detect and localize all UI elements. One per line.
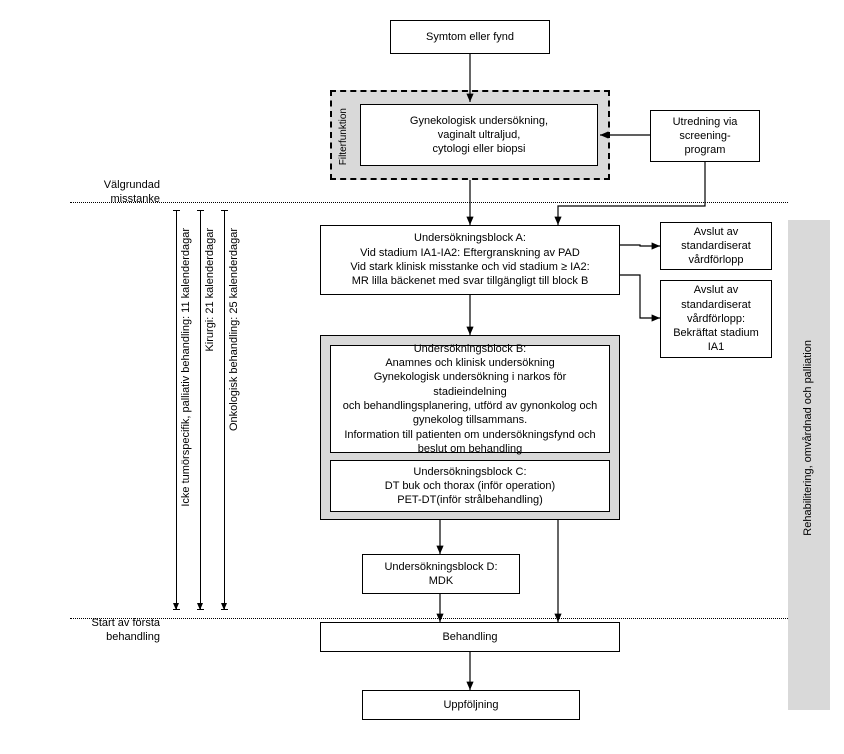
node-symptom-text: Symtom eller fynd	[426, 30, 514, 44]
filter-label-text: Filterfunktion	[338, 108, 349, 165]
timeline-bar-3	[224, 210, 225, 610]
filter-label: Filterfunktion	[338, 108, 349, 165]
node-block-c: Undersökningsblock C:DT buk och thorax (…	[330, 460, 610, 512]
node-avslut-1-text: Avslut avstandardiseratvårdförlopp	[681, 225, 751, 268]
label-start-forsta-text: Start av förstabehandling	[92, 617, 160, 643]
timeline-label-3-text: Onkologisk behandling: 25 kalenderdagar	[228, 228, 240, 431]
node-block-b: Undersökningsblock B:Anamnes och klinisk…	[330, 345, 610, 453]
node-avslut-2-text: Avslut avstandardiseratvårdförlopp:Bekrä…	[673, 283, 759, 354]
divider-start-forsta	[70, 618, 788, 619]
right-sidebar-label: Rehabilitering, omvårdnad och palliation	[802, 340, 814, 536]
label-start-forsta: Start av förstabehandling	[62, 616, 160, 645]
timeline-label-1: Icke tumörspecifik, palliativ behandling…	[180, 228, 192, 507]
node-avslut-1: Avslut avstandardiseratvårdförlopp	[660, 222, 772, 270]
timeline-label-1-text: Icke tumörspecifik, palliativ behandling…	[180, 228, 192, 507]
timeline-label-3: Onkologisk behandling: 25 kalenderdagar	[228, 228, 240, 431]
node-block-c-text: Undersökningsblock C:DT buk och thorax (…	[385, 465, 555, 508]
node-block-a: Undersökningsblock A:Vid stadium IA1-IA2…	[320, 225, 620, 295]
node-gyn-undersokning-text: Gynekologisk undersökning,vaginalt ultra…	[410, 114, 548, 157]
node-symptom: Symtom eller fynd	[390, 20, 550, 54]
divider-valgrundad	[70, 202, 788, 203]
timeline-label-2: Kirurgi: 21 kalenderdagar	[204, 228, 216, 352]
timeline-bar-2	[200, 210, 201, 610]
node-uppfoljning: Uppföljning	[362, 690, 580, 720]
node-behandling: Behandling	[320, 622, 620, 652]
node-avslut-2: Avslut avstandardiseratvårdförlopp:Bekrä…	[660, 280, 772, 358]
node-screening: Utredning viascreening-program	[650, 110, 760, 162]
timeline-label-2-text: Kirurgi: 21 kalenderdagar	[204, 228, 216, 352]
node-block-b-text: Undersökningsblock B:Anamnes och klinisk…	[337, 342, 603, 456]
node-block-a-text: Undersökningsblock A:Vid stadium IA1-IA2…	[350, 231, 589, 288]
node-uppfoljning-text: Uppföljning	[443, 698, 498, 712]
node-gyn-undersokning: Gynekologisk undersökning,vaginalt ultra…	[360, 104, 598, 166]
node-screening-text: Utredning viascreening-program	[673, 115, 738, 158]
node-block-d: Undersökningsblock D:MDK	[362, 554, 520, 594]
node-block-d-text: Undersökningsblock D:MDK	[384, 560, 497, 589]
timeline-bar-1	[176, 210, 177, 610]
node-behandling-text: Behandling	[442, 630, 497, 644]
right-sidebar-label-text: Rehabilitering, omvårdnad och palliation	[802, 340, 814, 536]
